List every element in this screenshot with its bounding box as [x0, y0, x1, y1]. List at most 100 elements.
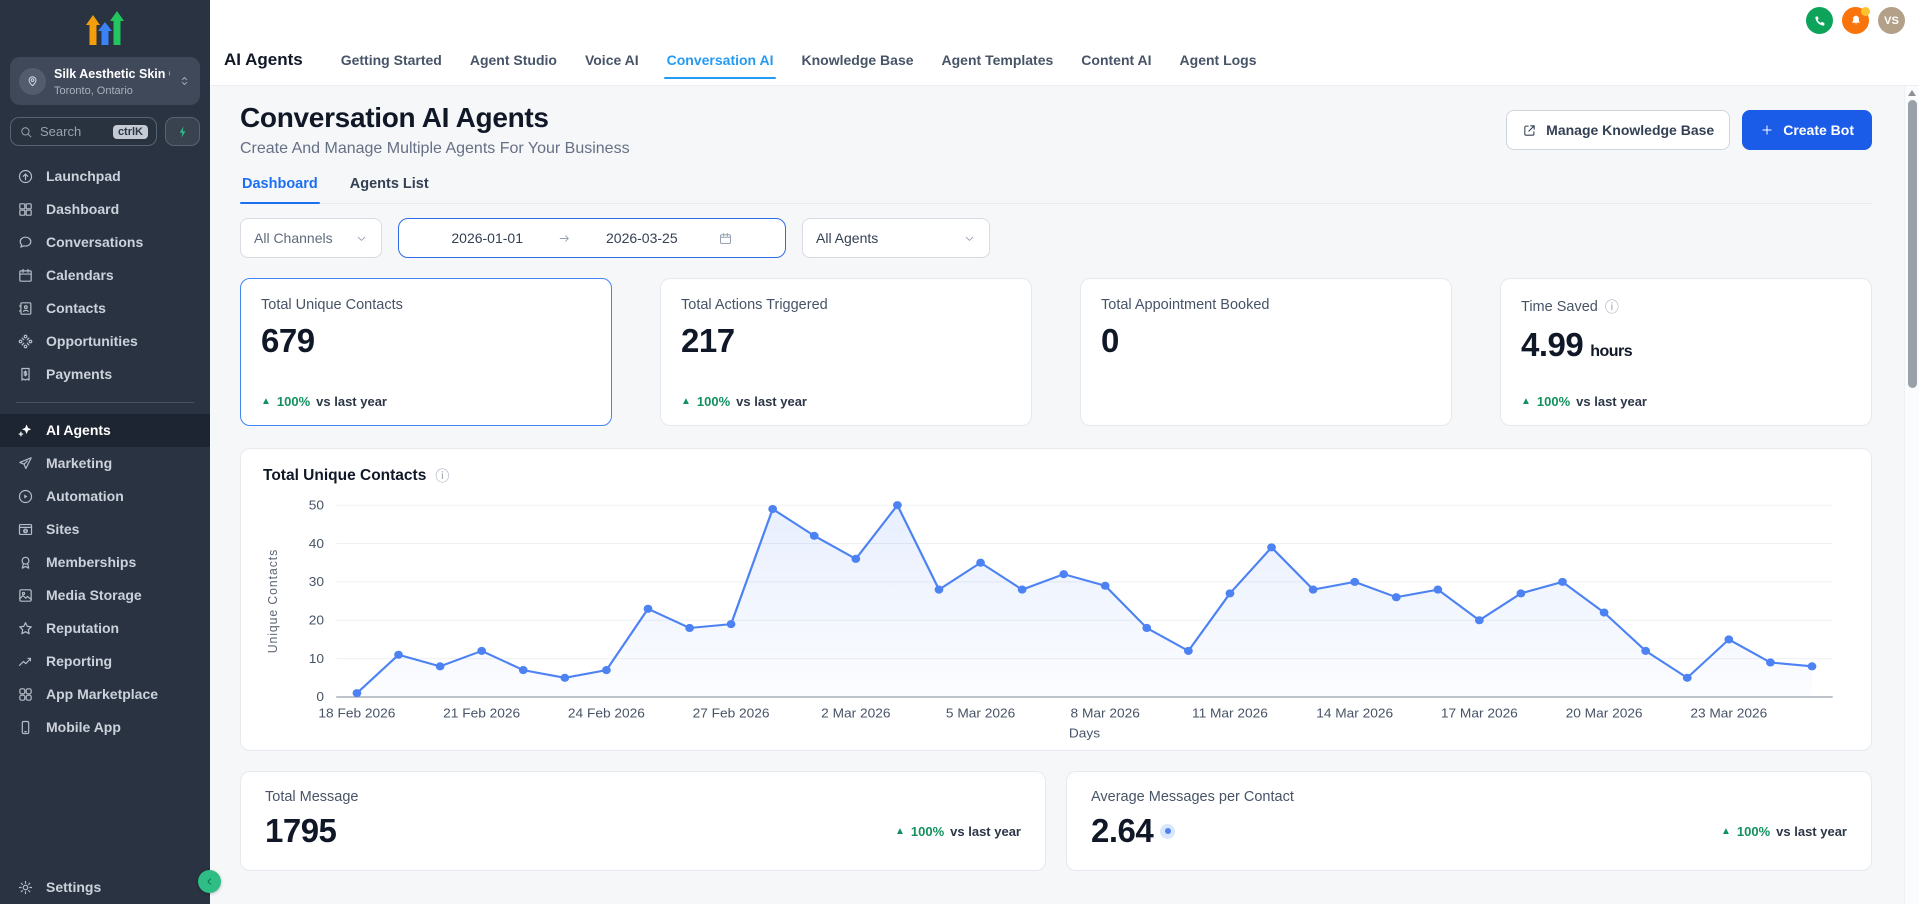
send-plane-icon	[17, 455, 35, 472]
sidebar-item-mobile-app[interactable]: Mobile App	[0, 711, 210, 744]
gear-icon	[17, 879, 35, 896]
trend-up-icon: ▲	[261, 396, 271, 407]
sidebar-item-automation[interactable]: Automation	[0, 480, 210, 513]
stat-card-appointments-booked[interactable]: Total Appointment Booked 0	[1080, 278, 1452, 426]
svg-text:11 Mar 2026: 11 Mar 2026	[1192, 706, 1268, 720]
account-switcher[interactable]: Silk Aesthetic Skin C... Toronto, Ontari…	[10, 57, 200, 105]
tab-knowledge-base[interactable]: Knowledge Base	[801, 52, 914, 68]
tab-voice-ai[interactable]: Voice AI	[584, 52, 639, 68]
play-circle-icon	[17, 488, 35, 505]
info-badge-icon[interactable]	[1160, 823, 1176, 839]
sidebar-item-settings[interactable]: Settings	[0, 871, 210, 904]
svg-text:Days: Days	[1069, 726, 1101, 740]
tab-agent-logs[interactable]: Agent Logs	[1179, 52, 1257, 68]
sidebar-item-ai-agents[interactable]: AI Agents	[0, 414, 210, 447]
stat-value: 217	[681, 322, 735, 359]
tab-agent-studio[interactable]: Agent Studio	[469, 52, 557, 68]
page-title: Conversation AI Agents	[240, 102, 549, 133]
external-link-icon	[1524, 124, 1535, 136]
sidebar-item-payments[interactable]: Payments	[0, 358, 210, 391]
svg-text:30: 30	[309, 575, 324, 589]
svg-text:8 Mar 2026: 8 Mar 2026	[1071, 706, 1140, 720]
sidebar-item-conversations[interactable]: Conversations	[0, 226, 210, 259]
phone-icon	[1814, 15, 1824, 26]
sparkle-icon	[17, 422, 35, 439]
phone-button[interactable]	[1806, 7, 1833, 34]
info-icon[interactable]: ⓘ	[1604, 299, 1619, 315]
unique-contacts-chart-card: Total Unique Contacts ⓘ 0 10 20 30 40 50 18 Fe…	[240, 448, 1872, 751]
topbar-title: AI Agents	[224, 50, 303, 69]
tab-getting-started[interactable]: Getting Started	[340, 52, 442, 68]
notifications-button[interactable]	[1842, 7, 1870, 34]
sidebar-item-contacts[interactable]: Contacts	[0, 292, 210, 325]
avg-messages-card[interactable]: Average Messages per Contact 2.64 ▲ 100%…	[1066, 771, 1872, 871]
stat-value: 4.99	[1521, 326, 1584, 363]
manage-knowledge-base-button[interactable]: Manage Knowledge Base	[1506, 110, 1731, 150]
stat-card-time-saved[interactable]: Time Saved ⓘ 4.99 hours ▲ 100% vs last y…	[1500, 278, 1872, 426]
page-content: Conversation AI Agents Create And Manage…	[210, 86, 1919, 904]
date-end[interactable]: 2026-03-25	[606, 230, 678, 246]
sidebar-item-app-marketplace[interactable]: App Marketplace	[0, 678, 210, 711]
sidebar-item-marketing[interactable]: Marketing	[0, 447, 210, 480]
sidebar-collapse-button[interactable]	[198, 870, 221, 893]
launchpad-icon	[17, 168, 35, 185]
stat-card-actions-triggered[interactable]: Total Actions Triggered 217 ▲ 100% vs la…	[660, 278, 1032, 426]
dashboard-icon	[17, 201, 35, 218]
total-message-card[interactable]: Total Message 1795 ▲ 100% vs last year	[240, 771, 1046, 871]
sidebar-item-reputation[interactable]: Reputation	[0, 612, 210, 645]
sidebar-item-memberships[interactable]: Memberships	[0, 546, 210, 579]
opportunities-icon	[17, 333, 35, 350]
sidebar-nav: Launchpad Dashboard Conversations Calend…	[0, 160, 210, 871]
tab-dashboard[interactable]: Dashboard	[240, 172, 320, 204]
arrow-right-icon	[559, 234, 569, 242]
scrollbar-thumb[interactable]	[1907, 100, 1917, 388]
search-input[interactable]: Search ctrlK	[10, 117, 157, 146]
image-icon	[17, 587, 35, 604]
chevron-down-icon	[357, 236, 366, 241]
sidebar-item-opportunities[interactable]: Opportunities	[0, 325, 210, 358]
trend-up-icon: ▲	[895, 825, 905, 837]
scroll-up-arrow-icon[interactable]	[1908, 90, 1916, 96]
info-icon[interactable]: ⓘ	[435, 468, 450, 484]
account-location: Toronto, Ontario	[54, 85, 133, 97]
create-bot-button[interactable]: Create Bot	[1742, 110, 1872, 150]
chevron-left-icon	[207, 878, 212, 885]
date-start[interactable]: 2026-01-01	[451, 230, 523, 246]
apps-grid-icon	[17, 686, 35, 703]
tab-conversation-ai[interactable]: Conversation AI	[663, 52, 777, 79]
user-avatar[interactable]: VS	[1878, 7, 1905, 34]
svg-text:18 Feb 2026: 18 Feb 2026	[318, 706, 395, 720]
tab-agents-list[interactable]: Agents List	[349, 176, 429, 192]
trend-up-icon: ▲	[1521, 396, 1531, 407]
receipt-icon	[17, 366, 35, 383]
page-tabs: Dashboard Agents List	[240, 172, 1872, 204]
vertical-scrollbar[interactable]	[1904, 86, 1919, 904]
sidebar-item-launchpad[interactable]: Launchpad	[0, 160, 210, 193]
svg-text:10: 10	[309, 651, 324, 665]
sidebar-item-dashboard[interactable]: Dashboard	[0, 193, 210, 226]
agents-select[interactable]: All Agents	[802, 218, 990, 258]
stat-value: 2.64	[1091, 812, 1154, 849]
account-name: Silk Aesthetic Skin C...	[54, 67, 170, 81]
chart-title: Total Unique Contacts	[263, 467, 427, 484]
tab-content-ai[interactable]: Content AI	[1081, 52, 1152, 68]
ai-spark-button[interactable]	[165, 117, 200, 146]
tab-agent-templates[interactable]: Agent Templates	[941, 52, 1054, 68]
chat-bubble-icon	[17, 234, 35, 251]
stat-card-unique-contacts[interactable]: Total Unique Contacts 679 ▲ 100% vs last…	[240, 278, 612, 426]
svg-text:27 Feb 2026: 27 Feb 2026	[693, 706, 770, 720]
sidebar-item-reporting[interactable]: Reporting	[0, 645, 210, 678]
sidebar: Silk Aesthetic Skin C... Toronto, Ontari…	[0, 0, 221, 904]
sidebar-item-sites[interactable]: Sites	[0, 513, 210, 546]
date-range-picker[interactable]: 2026-01-01 2026-03-25	[398, 218, 786, 258]
channels-select[interactable]: All Channels	[240, 218, 382, 258]
svg-text:5 Mar 2026: 5 Mar 2026	[946, 706, 1015, 720]
svg-text:20 Mar 2026: 20 Mar 2026	[1566, 706, 1643, 720]
svg-text:2 Mar 2026: 2 Mar 2026	[821, 706, 890, 720]
chevron-down-icon	[965, 236, 974, 241]
plus-icon	[1762, 125, 1772, 135]
sidebar-item-calendars[interactable]: Calendars	[0, 259, 210, 292]
app-logo[interactable]	[0, 0, 210, 49]
sidebar-item-media-storage[interactable]: Media Storage	[0, 579, 210, 612]
spark-bolt-icon	[179, 125, 185, 138]
